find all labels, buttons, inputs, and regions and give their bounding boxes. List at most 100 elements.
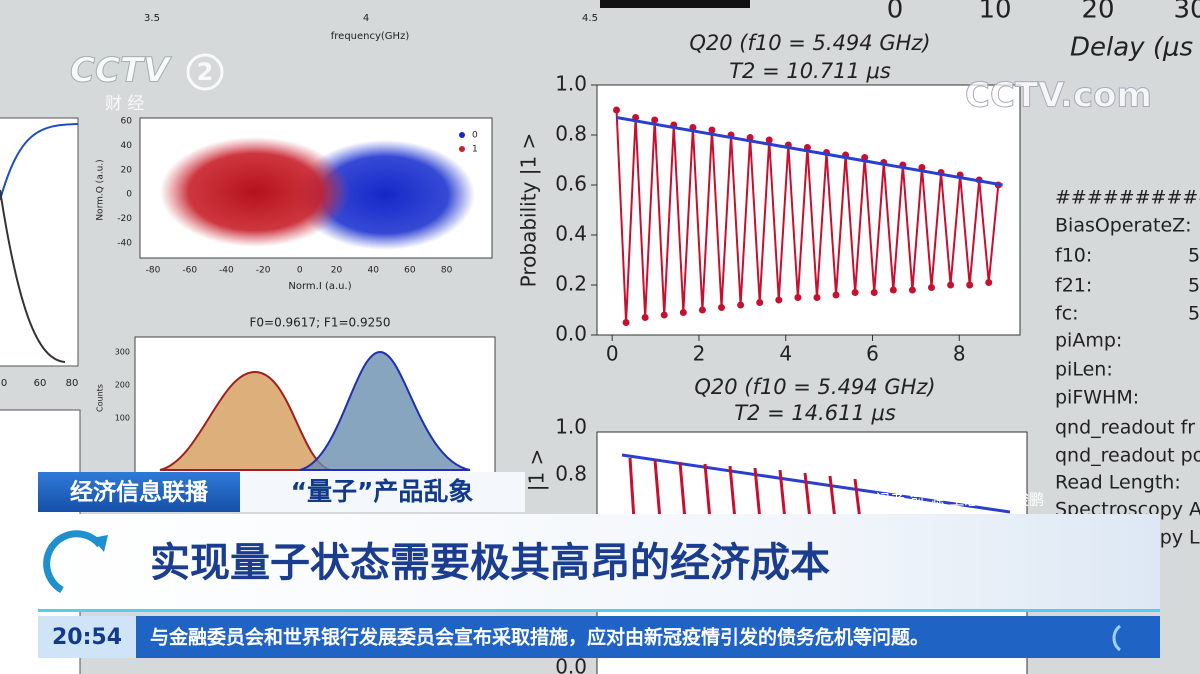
data-point (708, 126, 716, 134)
plot-title: Q20 (f10 = 5.494 GHz) (694, 375, 935, 399)
data-point (775, 296, 783, 304)
headline-bar (38, 514, 1160, 610)
legend-label: 0 (472, 131, 478, 141)
param-label: qnd_readout po (1055, 445, 1200, 467)
histogram-area (159, 370, 331, 471)
watermark: CCTV.com (965, 76, 1152, 116)
tick-label: 6 (866, 342, 879, 366)
data-point (679, 309, 687, 316)
plot-subtitle: T2 = 14.611 μs (734, 401, 896, 425)
param-label: piLen: (1055, 359, 1113, 381)
histogram-title: F0=0.9617; F1=0.9250 (249, 316, 390, 330)
data-point (985, 279, 993, 286)
channel-name: 财 经 (105, 94, 144, 114)
headline: 实现量子状态需要极其高昂的经济成本 (150, 540, 830, 586)
data-point (660, 311, 668, 319)
param-value: 5 (1188, 275, 1200, 297)
axis-label: Probability |1 > (517, 133, 541, 288)
tick-label: 60 (121, 117, 133, 127)
plot-subtitle: T2 = 10.711 μs (729, 59, 891, 83)
tick-label: 0.0 (555, 322, 587, 346)
data-point (756, 299, 764, 306)
oscillation-fragment (628, 457, 862, 521)
param-label: ################ (1055, 187, 1200, 209)
data-point (737, 301, 745, 309)
tick-label: 300 (115, 348, 130, 357)
plot-frame (0, 117, 79, 367)
legend-marker (459, 132, 465, 138)
data-point (927, 284, 935, 291)
divider (38, 609, 1160, 612)
logo-ring (186, 53, 224, 91)
data-point (870, 289, 878, 296)
clock: 20:54 (52, 625, 122, 650)
topic-bar (240, 472, 525, 512)
program-name: 经济信息联播 (70, 479, 209, 506)
time-box (38, 616, 136, 658)
param-label: fc: (1055, 303, 1079, 325)
tick-label: 80 (66, 378, 79, 389)
tick-label: 0.8 (555, 122, 587, 146)
curve (0, 189, 66, 363)
tick-label: 20 (331, 266, 343, 276)
fit-line (616, 116, 1003, 187)
data-point (765, 136, 773, 144)
tick-label: -40 (117, 239, 132, 249)
tick-label: 0 (887, 0, 904, 25)
param-label: BiasOperateZ: (1055, 215, 1192, 237)
tick-label: 2 (693, 342, 706, 366)
data-point (622, 319, 630, 326)
data-point (889, 286, 897, 294)
headline-icon (92, 535, 108, 552)
param-label: qnd_readout fr (1055, 417, 1195, 439)
tick-label: -60 (182, 266, 197, 276)
tick-label: 1.0 (555, 415, 587, 439)
tick-label: 60 (34, 378, 47, 389)
tick-label: 0.6 (555, 172, 587, 196)
tick-label: 8 (953, 342, 966, 366)
legend-label: 1 (472, 145, 478, 155)
axis-label: frequency(GHz) (331, 31, 410, 42)
param-label: f21: (1055, 275, 1092, 297)
tick-label: 4.5 (582, 13, 598, 24)
tick-label: -80 (146, 266, 161, 276)
axis-label: Norm.Q (a.u.) (96, 159, 106, 220)
tick-label: 0 (1, 378, 7, 389)
data-point (908, 286, 916, 294)
tick-label: 10 (978, 0, 1011, 25)
data-point (613, 106, 621, 114)
tick-label: 1.0 (555, 72, 587, 96)
data-point (794, 294, 802, 301)
data-point (813, 294, 821, 301)
data-point (718, 304, 726, 311)
tick-label: 0.0 (555, 655, 587, 674)
axis-label: Norm.I (a.u.) (288, 281, 351, 292)
reporter: 记者 俞 源 王思懿 吴骏鹏 (875, 491, 1044, 509)
tick-label: -20 (117, 214, 132, 224)
channel-logo: CCTV 2 财 经 (70, 50, 224, 114)
data-point (851, 289, 859, 296)
tick-label: -20 (256, 266, 271, 276)
tick-label: 3.5 (144, 13, 160, 24)
logo-number: 2 (197, 58, 214, 86)
data-point (651, 116, 659, 124)
data-point (966, 281, 974, 289)
scatter-cloud (160, 137, 350, 247)
param-value: 5.6 (1188, 303, 1200, 325)
axis-label: Delay (μs (1070, 33, 1193, 63)
tick-label: 4 (363, 13, 369, 24)
param-label: Read Length: (1055, 472, 1181, 494)
tick-label: 4 (779, 342, 792, 366)
program-bar (38, 472, 240, 512)
tick-label: 30 (1173, 0, 1200, 25)
histogram-area (299, 350, 471, 471)
tick-label: 0 (297, 266, 303, 276)
fit-line (621, 453, 1011, 514)
screen-bezel (600, 0, 750, 8)
tick-label: 100 (115, 414, 130, 423)
tick-label: -40 (219, 266, 234, 276)
tick-label: 60 (404, 266, 416, 276)
tick-label: 0.2 (555, 272, 587, 296)
logo-text: CCTV (70, 51, 172, 91)
data-point (947, 281, 955, 289)
